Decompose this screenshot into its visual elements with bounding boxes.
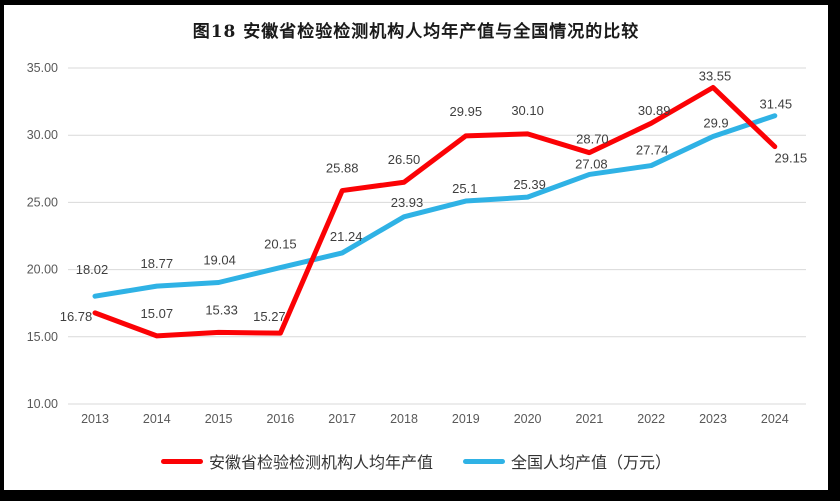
x-tick-label: 2016	[266, 412, 294, 426]
y-tick-label: 15.00	[27, 330, 58, 344]
x-tick-label: 2023	[699, 412, 727, 426]
data-label: 31.45	[760, 97, 793, 112]
data-label: 30.10	[511, 103, 544, 118]
data-label: 18.77	[141, 256, 174, 271]
y-tick-label: 35.00	[27, 61, 58, 75]
series-line-anhui	[92, 84, 778, 339]
y-tick-label: 25.00	[27, 195, 58, 209]
data-label: 25.1	[452, 181, 477, 196]
x-tick-label: 2022	[637, 412, 665, 426]
legend-label-anhui: 安徽省检验检测机构人均年产值	[208, 453, 433, 472]
data-label: 18.02	[76, 262, 109, 277]
chart-canvas: 图18 安徽省检验检测机构人均年产值与全国情况的比较 10.00 15.00 20.…	[4, 5, 828, 490]
x-tick-label: 2019	[452, 412, 480, 426]
data-label: 25.88	[326, 161, 359, 176]
x-tick-label: 2021	[575, 412, 603, 426]
data-label: 25.39	[513, 177, 546, 192]
x-tick-label: 2015	[205, 412, 233, 426]
chart-legend: 安徽省检验检测机构人均年产值 全国人均产值（万元）	[4, 449, 828, 473]
data-label: 27.08	[575, 156, 608, 171]
x-tick-label: 2024	[761, 412, 789, 426]
x-tick-label: 2014	[143, 412, 171, 426]
data-label: 20.15	[264, 237, 297, 252]
x-tick-label: 2017	[328, 412, 356, 426]
series-line-national	[92, 113, 778, 299]
legend-swatch-anhui-line	[160, 458, 203, 464]
y-tick-label: 20.00	[27, 263, 58, 277]
data-label: 26.50	[388, 152, 421, 167]
y-tick-label: 10.00	[27, 397, 58, 411]
data-label: 28.70	[576, 132, 609, 147]
data-label: 29.15	[775, 151, 808, 166]
data-label: 30.89	[638, 103, 671, 118]
data-label: 21.24	[330, 229, 363, 244]
legend-swatch-national-line	[463, 458, 505, 464]
data-label: 29.95	[450, 104, 483, 119]
data-label: 16.78	[60, 309, 93, 324]
data-label: 29.9	[703, 116, 728, 131]
data-label: 33.55	[699, 68, 732, 83]
x-tick-label: 2020	[514, 412, 542, 426]
x-tick-label: 2013	[81, 412, 109, 426]
chart-title: 图18 安徽省检验检测机构人均年产值与全国情况的比较	[192, 22, 640, 42]
data-label: 15.27	[253, 309, 286, 324]
data-label: 19.04	[203, 253, 236, 268]
legend-label-national: 全国人均产值（万元）	[511, 453, 672, 472]
y-tick-label: 30.00	[27, 128, 58, 142]
data-label: 15.33	[205, 302, 238, 317]
data-label: 23.93	[391, 195, 424, 210]
data-label: 27.74	[636, 143, 669, 158]
x-tick-label: 2018	[390, 412, 418, 426]
data-label: 15.07	[141, 306, 174, 321]
chart-plot-area: 10.00 15.00 20.00 25.00 30.00 35.00 2013 2014 20…	[27, 61, 808, 426]
